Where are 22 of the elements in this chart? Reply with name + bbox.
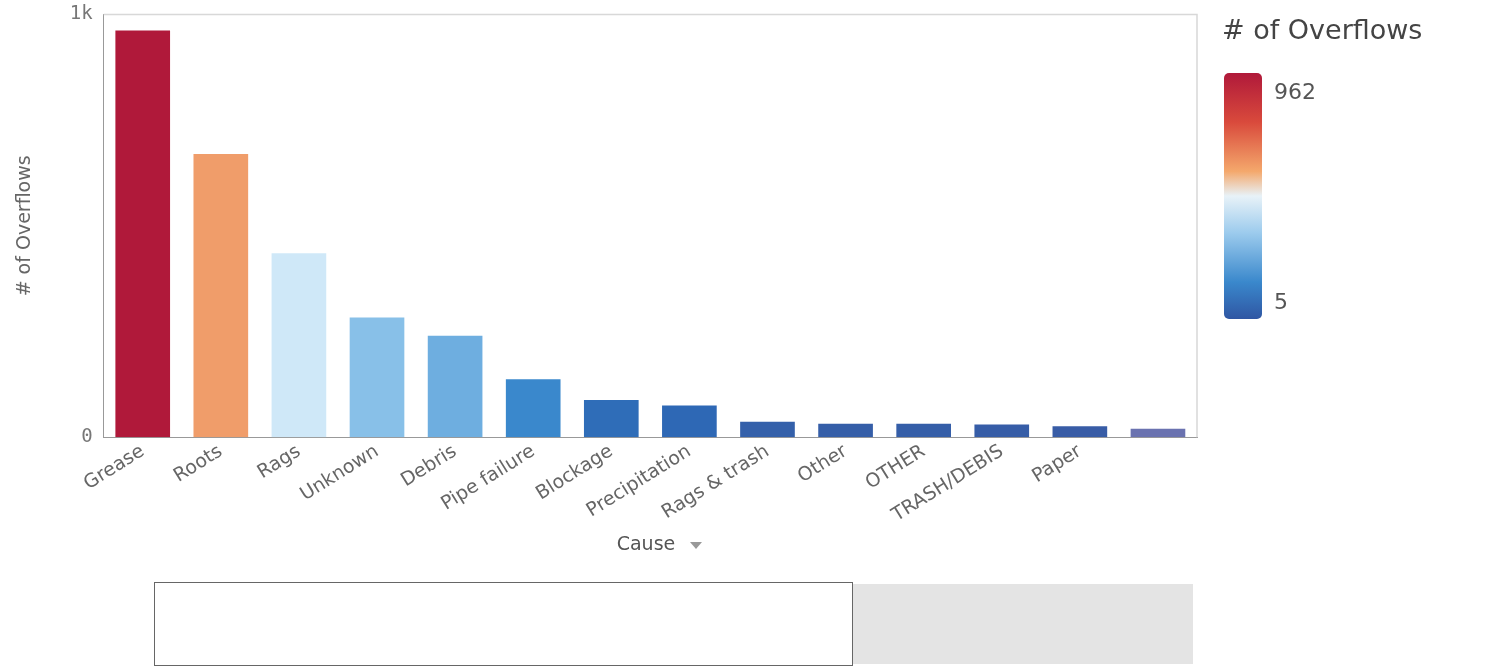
bar <box>1052 426 1108 438</box>
bar <box>427 335 483 438</box>
x-tick-label: Rags <box>252 438 304 483</box>
y-tick-label: 0 <box>81 424 93 447</box>
bar <box>662 405 717 438</box>
bar <box>271 253 327 438</box>
y-axis-title: # of Overflows <box>12 155 35 297</box>
bar <box>1130 428 1186 438</box>
bar <box>115 30 171 438</box>
bar <box>583 400 639 438</box>
bar <box>349 317 405 438</box>
bar <box>193 153 249 438</box>
color-bar-label: 962 <box>1274 78 1316 104</box>
bar <box>505 379 561 438</box>
x-axis-title: Cause <box>616 532 676 554</box>
y-tick-label: 1k <box>69 1 94 24</box>
color-bar-label: 5 <box>1274 288 1288 314</box>
bar <box>896 423 951 438</box>
bar <box>974 424 1030 438</box>
bar <box>818 423 873 438</box>
bar <box>740 421 795 438</box>
color-bar-title: # of Overflows <box>1222 14 1424 45</box>
